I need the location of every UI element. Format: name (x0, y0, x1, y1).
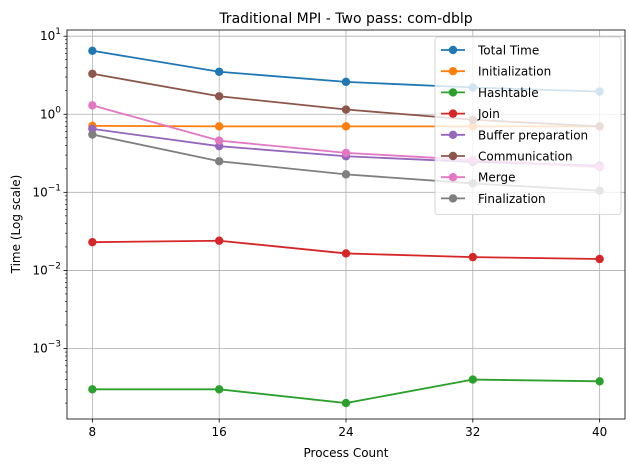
data-point (341, 398, 351, 408)
data-point (214, 92, 224, 101)
legend-marker (448, 130, 458, 139)
x-tick-label: 40 (592, 425, 607, 439)
data-point (214, 67, 224, 76)
legend-label: Join (477, 107, 500, 121)
data-point (214, 236, 224, 245)
series-3 (88, 236, 604, 264)
data-point (88, 237, 97, 247)
legend-marker (448, 45, 458, 55)
data-point (468, 252, 478, 262)
data-point (468, 375, 478, 384)
legend-item: Communication (441, 150, 573, 164)
legend-item: Join (441, 107, 500, 121)
data-point (341, 249, 351, 258)
data-point (341, 148, 351, 158)
x-tick-label: 16 (212, 425, 227, 439)
data-point (341, 77, 351, 87)
x-tick-label: 8 (89, 425, 97, 439)
data-point (88, 69, 97, 78)
data-point (341, 105, 351, 114)
legend-marker (448, 67, 458, 76)
legend-label: Communication (478, 150, 573, 164)
legend-marker (448, 151, 458, 161)
legend-item: Total Time (441, 44, 539, 58)
legend-item: Merge (441, 171, 515, 185)
legend-item: Buffer preparation (441, 128, 588, 142)
data-point (214, 157, 224, 166)
y-tick-label: 10−2 (32, 261, 61, 277)
legend-marker (448, 109, 458, 118)
x-axis-label: Process Count (304, 446, 389, 460)
data-point (214, 136, 224, 145)
legend-label: Initialization (478, 65, 551, 79)
y-tick-label: 101 (40, 27, 61, 43)
y-tick-label: 100 (40, 105, 61, 121)
legend-marker (448, 88, 458, 97)
legend-marker (448, 173, 458, 182)
chart-title: Traditional MPI - Two pass: com-dblp (218, 11, 472, 27)
series-2 (88, 375, 604, 408)
x-tick-label: 24 (338, 425, 353, 439)
data-point (88, 46, 97, 55)
data-point (595, 254, 604, 264)
legend-box (434, 36, 622, 216)
legend-item: Finalization (441, 192, 546, 206)
data-point (595, 377, 604, 386)
legend-label: Merge (478, 171, 515, 185)
y-tick-label: 10−3 (32, 339, 61, 355)
grid (67, 30, 625, 419)
data-point (88, 385, 97, 394)
y-axis-label: Time (Log scale) (9, 175, 23, 275)
x-tick-label: 32 (465, 425, 480, 439)
data-point (214, 385, 224, 394)
data-point (341, 170, 351, 179)
legend-label: Finalization (478, 192, 546, 206)
legend-label: Hashtable (478, 86, 539, 100)
data-point (341, 122, 351, 131)
legend-item: Initialization (441, 65, 551, 79)
legend-label: Total Time (477, 44, 539, 58)
legend: Total Time Initialization Hashtable Join Buf… (434, 36, 622, 216)
data-point (214, 122, 224, 131)
data-point (88, 130, 97, 139)
y-axis: 10−3 10−2 10−1 100 101 (32, 27, 67, 404)
legend-item: Hashtable (441, 86, 539, 100)
legend-marker (448, 194, 458, 203)
y-tick-label: 10−1 (32, 183, 61, 199)
data-point (88, 101, 97, 110)
x-axis: 8 16 24 32 40 (89, 419, 607, 439)
legend-label: Buffer preparation (478, 128, 588, 142)
